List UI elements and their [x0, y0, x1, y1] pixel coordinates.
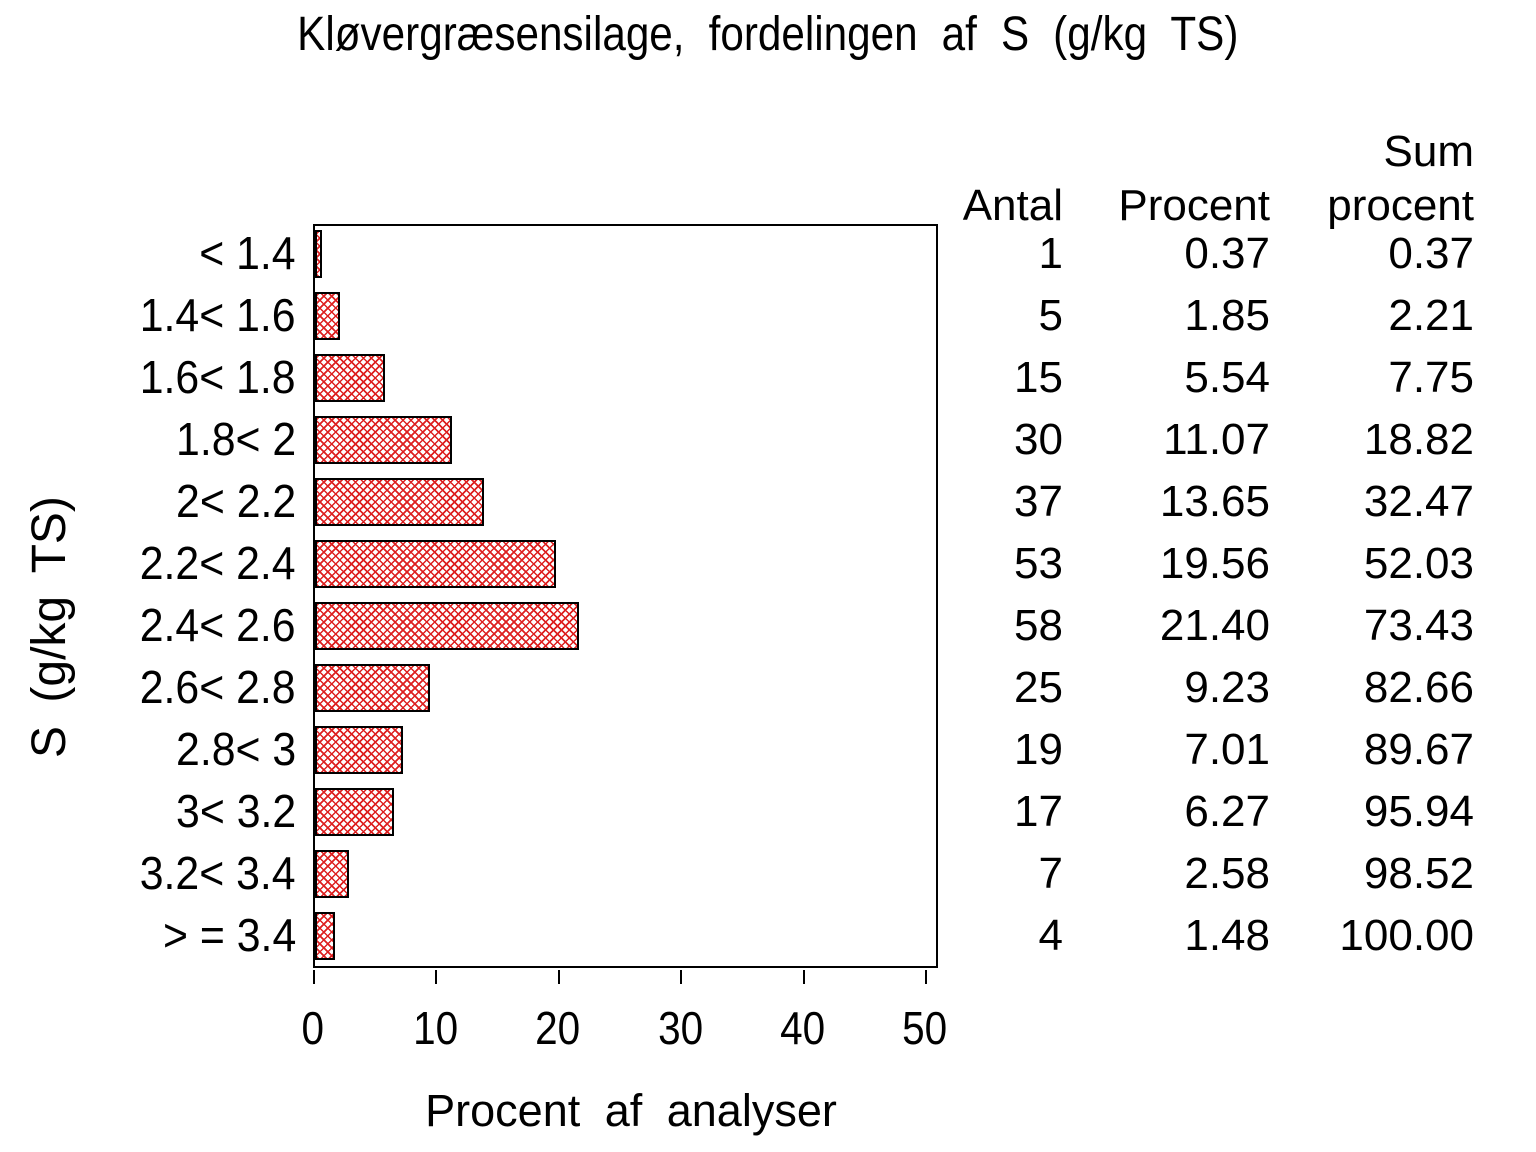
bar-2.2< 2.4 — [315, 540, 556, 588]
bar-2.6< 2.8 — [315, 664, 430, 712]
cell-procent: 21.40 — [1159, 601, 1270, 650]
y-tick-label-text: 1.8< 2 — [175, 413, 296, 465]
bar-2.8< 3 — [315, 726, 403, 774]
y-tick-label: 1.6< 1.8 — [40, 354, 296, 400]
cell-procent: 9.23 — [1184, 663, 1270, 712]
x-tick-label-text: 10 — [412, 1002, 458, 1054]
y-tick-label: 1.4< 1.6 — [40, 292, 296, 338]
y-tick-label: 2< 2.2 — [40, 478, 296, 524]
cell-sum-procent: 0.37 — [1388, 229, 1474, 278]
x-tick-mark — [680, 970, 683, 984]
table-header-sum-line2: procent — [1327, 181, 1474, 230]
cell-sum-procent: 95.94 — [1363, 787, 1474, 836]
chart-title: Kløvergræsensilage, fordelingen af S (g/… — [0, 5, 1536, 65]
plot-area — [313, 224, 938, 968]
y-tick-label: 3< 3.2 — [40, 788, 296, 834]
table-header-antal: Antal — [962, 181, 1063, 230]
cell-sum-procent: 73.43 — [1363, 601, 1474, 650]
chart-title-text: Kløvergræsensilage, fordelingen af S (g/… — [297, 8, 1239, 61]
cell-sum-procent: 82.66 — [1363, 663, 1474, 712]
x-tick-label: 30 — [620, 1005, 740, 1051]
y-tick-label: 2.6< 2.8 — [40, 664, 296, 710]
cell-antal: 15 — [1014, 353, 1063, 402]
cell-antal: 4 — [1038, 911, 1063, 960]
x-tick-label-text: 50 — [902, 1002, 948, 1054]
y-tick-label: 3.2< 3.4 — [40, 850, 296, 896]
x-tick-label-text: 20 — [535, 1002, 581, 1054]
y-tick-label: 2.2< 2.4 — [40, 540, 296, 586]
cell-sum-procent: 7.75 — [1388, 353, 1474, 402]
cell-procent: 11.07 — [1163, 415, 1270, 464]
y-tick-label-text: 2< 2.2 — [175, 475, 296, 527]
x-tick-mark — [925, 970, 927, 984]
y-tick-label: < 1.4 — [40, 230, 296, 276]
x-tick-mark — [435, 970, 438, 984]
cell-procent: 5.54 — [1184, 353, 1270, 402]
x-tick-mark — [313, 970, 315, 984]
y-tick-label-text: 1.4< 1.6 — [140, 289, 296, 341]
cell-sum-procent: 98.52 — [1363, 849, 1474, 898]
cell-sum-procent: 2.21 — [1388, 291, 1474, 340]
cell-sum-procent: 32.47 — [1363, 477, 1474, 526]
bar-2< 2.2 — [315, 478, 484, 526]
y-tick-label-text: 1.6< 1.8 — [140, 351, 296, 403]
bar-< 1.4 — [315, 230, 322, 278]
x-axis-title: Procent af analyser — [425, 1085, 837, 1136]
cell-procent: 0.37 — [1184, 229, 1270, 278]
bar-1.4< 1.6 — [315, 292, 340, 340]
bar-1.6< 1.8 — [315, 354, 385, 402]
x-tick-label: 40 — [743, 1005, 863, 1051]
table-header-procent: Procent — [1118, 181, 1270, 230]
cell-antal: 7 — [1038, 849, 1063, 898]
x-tick-label: 0 — [253, 1005, 373, 1051]
table-header-sum-line1: Sum — [1383, 127, 1474, 176]
cell-sum-procent: 100.00 — [1339, 911, 1474, 960]
y-tick-label-text: 3< 3.2 — [175, 785, 296, 837]
cell-antal: 25 — [1014, 663, 1063, 712]
cell-antal: 37 — [1014, 477, 1063, 526]
cell-procent: 19.56 — [1159, 539, 1270, 588]
cell-antal: 58 — [1014, 601, 1063, 650]
cell-sum-procent: 18.82 — [1363, 415, 1474, 464]
y-tick-label: > = 3.4 — [40, 912, 296, 958]
y-tick-label: 2.8< 3 — [40, 726, 296, 772]
y-tick-label-text: > = 3.4 — [162, 909, 296, 961]
y-tick-label: 1.8< 2 — [40, 416, 296, 462]
cell-antal: 5 — [1038, 291, 1063, 340]
x-tick-label-text: 40 — [780, 1002, 826, 1054]
cell-procent: 1.48 — [1184, 911, 1270, 960]
cell-antal: 19 — [1014, 725, 1063, 774]
cell-procent: 13.65 — [1159, 477, 1270, 526]
y-tick-label: 2.4< 2.6 — [40, 602, 296, 648]
x-tick-label: 20 — [498, 1005, 618, 1051]
x-tick-label: 50 — [865, 1005, 985, 1051]
y-tick-label-text: 2.8< 3 — [175, 723, 296, 775]
x-tick-label-text: 0 — [301, 1002, 325, 1054]
cell-sum-procent: 52.03 — [1363, 539, 1474, 588]
bar-> = 3.4 — [315, 912, 335, 960]
cell-sum-procent: 89.67 — [1363, 725, 1474, 774]
bar-3.2< 3.4 — [315, 850, 349, 898]
x-tick-mark — [802, 970, 805, 984]
cell-procent: 7.01 — [1184, 725, 1270, 774]
cell-procent: 2.58 — [1184, 849, 1270, 898]
x-tick-label: 10 — [375, 1005, 495, 1051]
cell-antal: 53 — [1014, 539, 1063, 588]
y-tick-label-text: 2.6< 2.8 — [140, 661, 296, 713]
bar-1.8< 2 — [315, 416, 452, 464]
y-tick-label-text: 2.2< 2.4 — [140, 537, 296, 589]
y-tick-label-text: < 1.4 — [199, 227, 296, 279]
x-tick-mark — [557, 970, 560, 984]
bar-2.4< 2.6 — [315, 602, 579, 650]
cell-procent: 6.27 — [1184, 787, 1270, 836]
y-tick-label-text: 2.4< 2.6 — [140, 599, 296, 651]
cell-procent: 1.85 — [1184, 291, 1270, 340]
cell-antal: 17 — [1014, 787, 1063, 836]
bar-3< 3.2 — [315, 788, 394, 836]
y-tick-label-text: 3.2< 3.4 — [140, 847, 296, 899]
x-tick-label-text: 30 — [657, 1002, 703, 1054]
cell-antal: 30 — [1014, 415, 1063, 464]
cell-antal: 1 — [1038, 229, 1063, 278]
